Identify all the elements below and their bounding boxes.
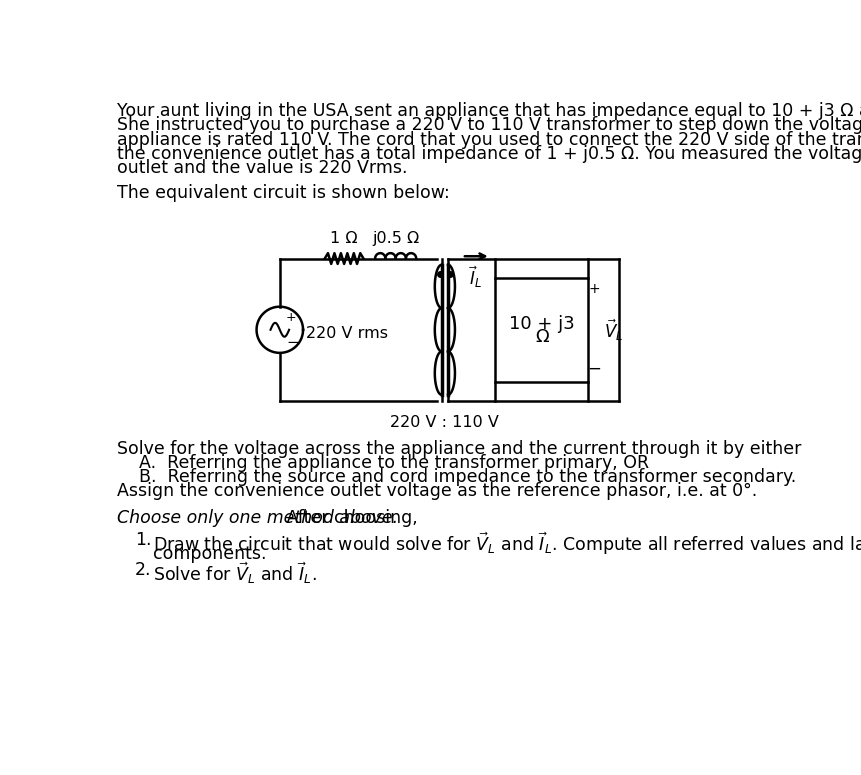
Text: B.  Referring the source and cord impedance to the transformer secondary.: B. Referring the source and cord impedan… <box>117 468 796 486</box>
Text: $\vec{V}_L$: $\vec{V}_L$ <box>603 317 623 343</box>
Text: 1.: 1. <box>134 531 152 549</box>
Text: +: + <box>286 312 296 324</box>
Text: outlet and the value is 220 Vrms.: outlet and the value is 220 Vrms. <box>117 159 407 177</box>
Text: +: + <box>588 282 599 296</box>
Text: Ω: Ω <box>535 329 548 346</box>
Text: 220 V : 110 V: 220 V : 110 V <box>390 415 499 430</box>
Text: 220 V rms: 220 V rms <box>306 326 387 341</box>
Text: Choose only one method above.: Choose only one method above. <box>117 509 398 527</box>
Text: The equivalent circuit is shown below:: The equivalent circuit is shown below: <box>117 184 449 202</box>
Text: Solve for the voltage across the appliance and the current through it by either: Solve for the voltage across the applian… <box>117 439 801 457</box>
Text: Assign the convenience outlet voltage as the reference phasor, i.e. at 0°.: Assign the convenience outlet voltage as… <box>117 482 757 500</box>
Text: Your aunt living in the USA sent an appliance that has impedance equal to 10 + j: Your aunt living in the USA sent an appl… <box>117 102 861 120</box>
Text: −: − <box>587 360 601 378</box>
Text: components.: components. <box>152 545 266 563</box>
Text: 2.: 2. <box>134 561 152 579</box>
Text: A.  Referring the appliance to the transformer primary, OR: A. Referring the appliance to the transf… <box>117 453 648 472</box>
Text: j0.5 Ω: j0.5 Ω <box>372 231 418 246</box>
Text: 1 Ω: 1 Ω <box>330 231 357 246</box>
Text: the convenience outlet has a total impedance of 1 + j0.5 Ω. You measured the vol: the convenience outlet has a total imped… <box>117 145 861 163</box>
Text: Solve for $\vec{V}_L$ and $\vec{I}_L$.: Solve for $\vec{V}_L$ and $\vec{I}_L$. <box>152 561 316 587</box>
Text: $\vec{I}_L$: $\vec{I}_L$ <box>469 265 482 290</box>
Text: She instructed you to purchase a 220 V to 110 V transformer to step down the vol: She instructed you to purchase a 220 V t… <box>117 116 861 135</box>
Bar <box>495 277 587 382</box>
Text: −: − <box>286 335 299 350</box>
Text: After choosing,: After choosing, <box>281 509 418 527</box>
Text: Draw the circuit that would solve for $\vec{V}_L$ and $\vec{I}_L$. Compute all r: Draw the circuit that would solve for $\… <box>152 531 861 557</box>
Text: 10 + j3: 10 + j3 <box>508 315 574 332</box>
Text: appliance is rated 110 V. The cord that you used to connect the 220 V side of th: appliance is rated 110 V. The cord that … <box>117 131 861 149</box>
